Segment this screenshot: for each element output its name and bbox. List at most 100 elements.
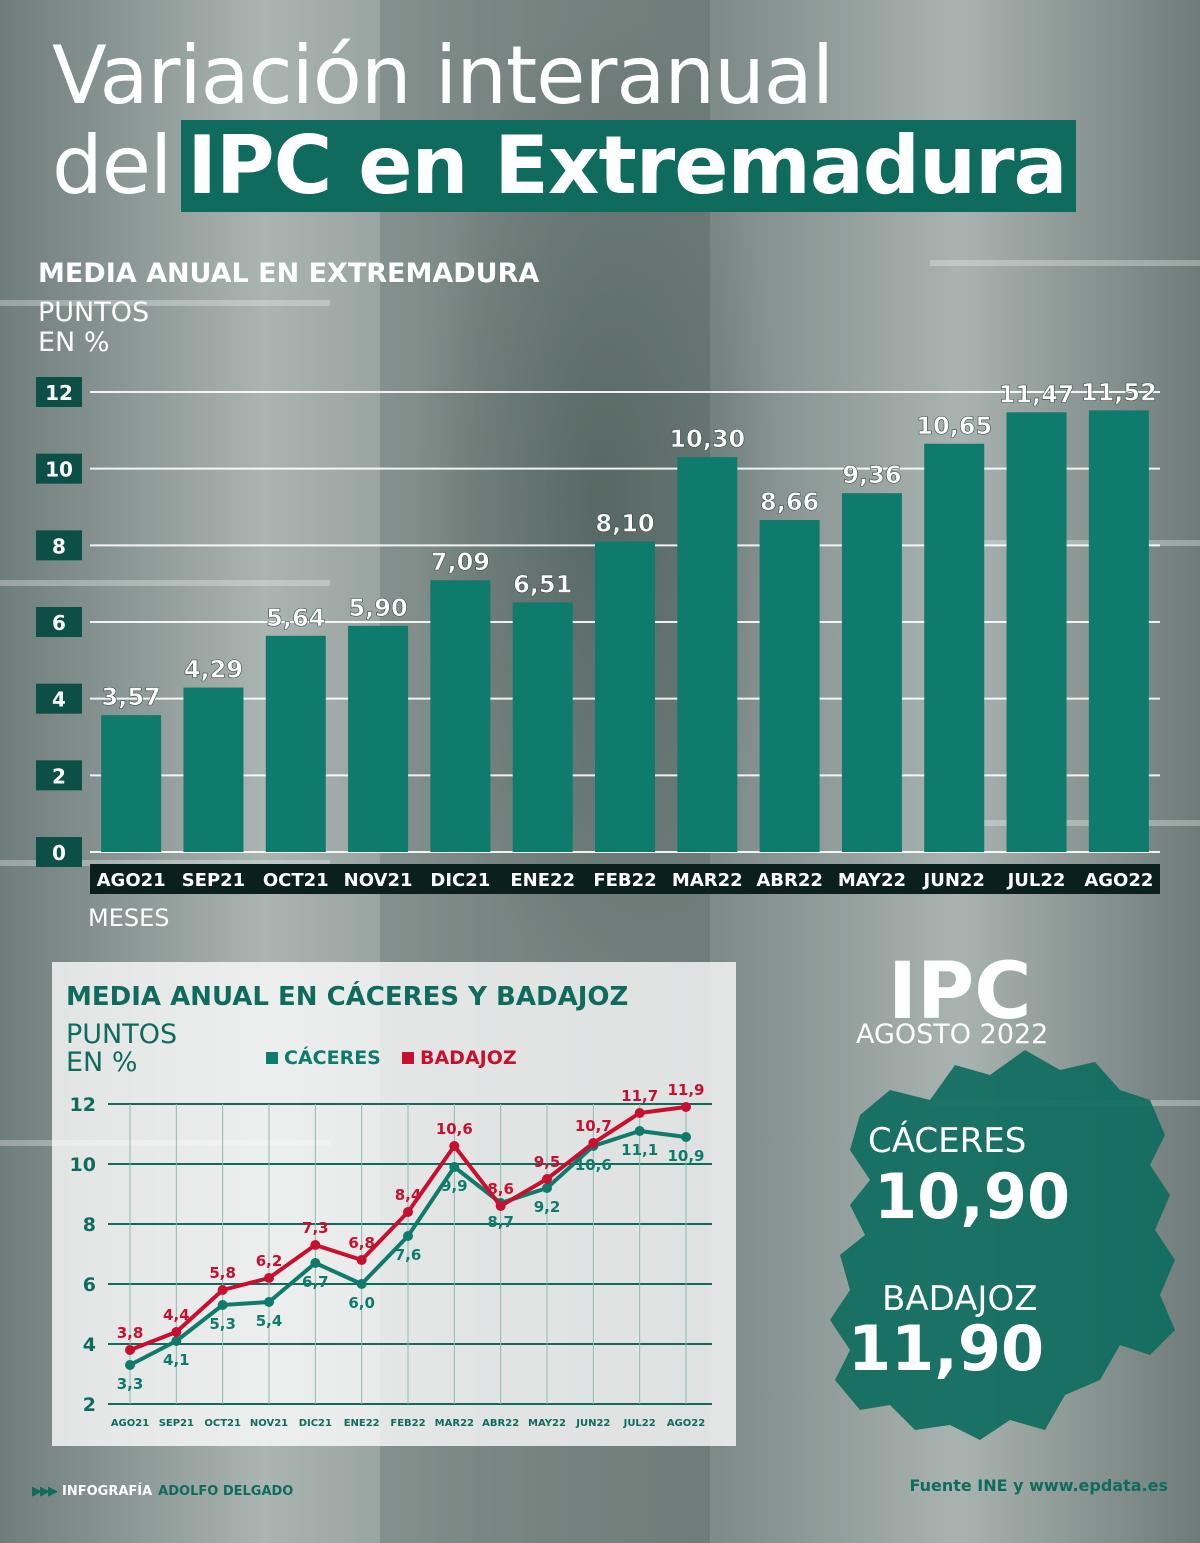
caceres-badajoz-line-chart: 2 4 6 8 10 12 AGO21 SEP21 OCT21 NOV21 DIC21 ENE22 FE… [70, 1046, 712, 1429]
data-label: 5,8 [209, 1264, 236, 1282]
chart2-title: MEDIA ANUAL EN CÁCERES Y BADAJOZ [66, 982, 629, 1012]
data-point [310, 1258, 321, 1268]
main-title-del: del [52, 119, 172, 212]
x-tick-label: NOV21 [344, 870, 413, 891]
ipc-summary: IPC AGOSTO 2022 CÁCERES 10,90 BADAJOZ 11… [820, 950, 1200, 1470]
data-label: 4,4 [163, 1306, 190, 1324]
bar-value-label: 9,36 [842, 461, 901, 489]
data-label: 6,0 [348, 1294, 375, 1312]
data-point [403, 1231, 413, 1241]
extremadura-map-shape [830, 1050, 1175, 1440]
x-tick-label: JUN22 [575, 1418, 610, 1429]
x-tick-label: ENE22 [510, 870, 575, 891]
data-label: 5,4 [256, 1312, 283, 1330]
data-point [264, 1273, 274, 1283]
ipc-heading: IPC [888, 947, 1032, 1037]
data-point [403, 1207, 413, 1217]
data-point [217, 1285, 228, 1295]
data-point [171, 1336, 182, 1346]
data-label: 7,6 [395, 1246, 422, 1264]
x-tick-label: AGO22 [1084, 870, 1153, 891]
bar-value-label: 5,64 [266, 604, 325, 632]
bar-mar22 [677, 457, 738, 852]
x-tick-label: ABR22 [482, 1418, 519, 1429]
extremadura-bar-chart: 0 2 4 6 8 10 12 3,57 AGO21 4,29 SEP21 5,64 OCT21 5,90… [36, 377, 1160, 932]
data-point [449, 1141, 460, 1151]
x-tick-label: JUN22 [922, 870, 985, 891]
x-tick-label: ENE22 [344, 1418, 380, 1429]
bar-nov21 [348, 625, 409, 852]
bar-value-label: 8,66 [760, 488, 819, 516]
bar-jun22 [924, 443, 985, 852]
y-tick-box [36, 607, 82, 637]
y-tick-label: 2 [83, 1394, 96, 1416]
y-tick-box [36, 760, 82, 791]
data-point [449, 1162, 460, 1172]
data-point [542, 1174, 552, 1184]
ipc-period: AGOSTO 2022 [856, 1019, 1049, 1050]
data-label: 8,4 [395, 1186, 422, 1204]
bar-may22 [841, 493, 902, 852]
x-tick-label: SEP21 [159, 1418, 194, 1429]
data-label: 11,9 [667, 1081, 704, 1099]
chart2-unit-line2: EN % [66, 1047, 138, 1078]
bar-abr22 [759, 520, 820, 852]
caceres-value: 10,90 [874, 1160, 1071, 1233]
bar-value-label: 10,30 [669, 425, 745, 453]
x-tick-label: AGO21 [97, 870, 166, 891]
data-label: 9,2 [534, 1198, 561, 1216]
bar-value-label: 11,47 [999, 380, 1075, 408]
bar-value-label: 11,52 [1081, 378, 1157, 406]
bar-dic21 [430, 580, 491, 852]
data-point [356, 1279, 367, 1289]
main-title-line2: del IPC en Extremadura [52, 119, 1077, 212]
data-point [634, 1108, 645, 1118]
data-label: 9,9 [441, 1177, 468, 1195]
credits: ▶▶▶ INFOGRAFÍA ADOLFO DELGADO [32, 1484, 293, 1499]
y-tick-box [36, 453, 82, 484]
data-label: 5,3 [209, 1315, 236, 1333]
x-tick-label: FEB22 [390, 1418, 425, 1429]
x-tick-label: DIC21 [430, 870, 490, 891]
data-point [634, 1126, 645, 1136]
data-label: 3,8 [117, 1324, 144, 1342]
y-tick-box [36, 377, 82, 407]
bar-oct21 [265, 635, 326, 852]
data-label: 7,3 [302, 1219, 329, 1237]
data-point [125, 1360, 135, 1370]
credits-author: ADOLFO DELGADO [158, 1484, 294, 1499]
x-tick-label: FEB22 [593, 870, 656, 891]
data-point [217, 1300, 228, 1310]
y-tick-label: 0 [52, 841, 66, 865]
y-tick-label: 6 [83, 1274, 96, 1296]
y-tick-label: 6 [52, 611, 66, 635]
bar-value-label: 8,10 [595, 510, 654, 538]
x-tick-label: ABR22 [756, 870, 823, 891]
bar-value-label: 7,09 [431, 548, 490, 576]
y-tick-label: 10 [45, 458, 73, 482]
data-label: 6,2 [256, 1252, 283, 1270]
data-label: 6,8 [348, 1234, 375, 1252]
data-label: 11,7 [621, 1087, 658, 1105]
data-point [588, 1138, 599, 1148]
y-tick-label: 4 [52, 688, 66, 712]
data-point [681, 1132, 691, 1142]
data-point [310, 1240, 321, 1250]
y-tick-box [36, 837, 82, 867]
x-axis-band [90, 864, 1160, 894]
x-tick-label: AGO22 [667, 1418, 705, 1429]
bar-sep21 [183, 687, 244, 852]
bar-value-label: 3,57 [102, 683, 161, 711]
x-tick-label: DIC21 [299, 1418, 332, 1429]
y-tick-label: 8 [52, 534, 66, 558]
data-point [495, 1201, 506, 1211]
chart2-unit-line1: PUNTOS [66, 1019, 178, 1050]
chart1-unit-line1: PUNTOS [38, 297, 150, 328]
source-note: Fuente INE y www.epdata.es [909, 1476, 1168, 1495]
data-label: 4,1 [163, 1351, 190, 1369]
data-label: 8,6 [487, 1180, 514, 1198]
chart1-title: MEDIA ANUAL EN EXTREMADURA [38, 258, 540, 289]
legend-swatch-badajoz [402, 1052, 414, 1064]
x-axis-title: MESES [88, 904, 170, 932]
x-tick-label: AGO21 [111, 1418, 149, 1429]
